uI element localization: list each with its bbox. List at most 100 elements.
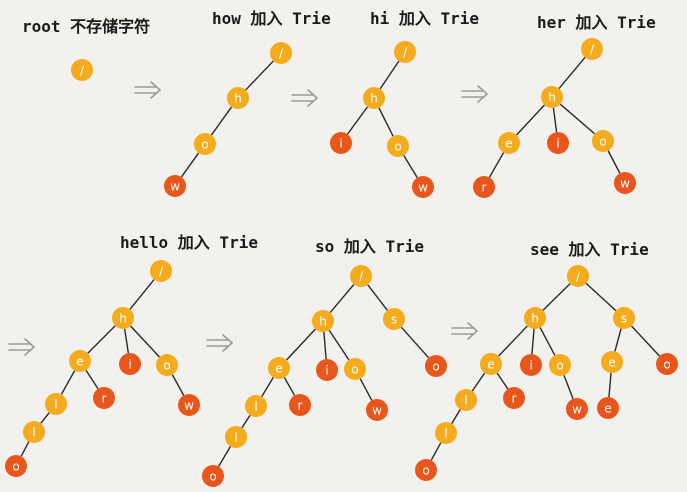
trie-edge — [85, 369, 99, 390]
trie-node-r: r — [473, 176, 495, 198]
node-label: e — [505, 137, 512, 151]
node-label: o — [394, 140, 401, 154]
trie-edge — [607, 150, 621, 174]
node-circle — [112, 307, 134, 329]
node-label: h — [548, 91, 556, 105]
trie-node-l1: l — [455, 389, 477, 411]
trie-node-root: / — [567, 265, 589, 287]
trie-edge — [516, 104, 545, 136]
trie-edge — [539, 327, 556, 356]
trie-edge — [563, 375, 574, 399]
node-label: o — [201, 138, 208, 152]
trie-edge — [180, 152, 200, 178]
node-label: o — [12, 460, 19, 474]
trie-node-s: s — [613, 307, 635, 329]
node-circle — [156, 354, 178, 376]
node-circle — [227, 87, 249, 109]
arrows — [8, 81, 489, 356]
node-circle — [601, 351, 623, 373]
trie-edge — [241, 414, 251, 429]
trie-edge — [130, 325, 160, 358]
trie-edge — [558, 57, 586, 89]
trie-node-o: o — [156, 354, 178, 376]
node-label: / — [576, 270, 581, 284]
node-label: i — [556, 137, 559, 151]
node-label: h — [119, 312, 127, 326]
node-label: h — [370, 92, 378, 106]
node-circle — [503, 387, 525, 409]
caption-hi: hi 加入 Trie — [370, 9, 479, 28]
node-circle — [480, 353, 502, 375]
node-label: r — [482, 181, 487, 195]
trie-edge — [631, 325, 660, 357]
trie-node-e2: e — [601, 351, 623, 373]
caption-root: root 不存储字符 — [22, 17, 150, 36]
node-label: r — [102, 392, 107, 406]
trie-edge — [87, 325, 116, 354]
trie-node-r: r — [289, 394, 311, 416]
trie-node-l2: l — [23, 421, 45, 443]
trie-edge — [378, 107, 394, 137]
node-circle — [455, 389, 477, 411]
step-arrow-icon — [134, 81, 162, 99]
node-circle — [541, 86, 563, 108]
node-circle — [225, 426, 247, 448]
trie-node-s: s — [383, 308, 405, 330]
trie-node-w: w — [164, 175, 186, 197]
captions: root 不存储字符 how 加入 Trie hi 加入 Trie her 加入… — [22, 9, 656, 259]
node-label: e — [487, 358, 494, 372]
trie-node-h: h — [524, 307, 546, 329]
caption-her: her 加入 Trie — [537, 13, 656, 32]
step-arrow-icon — [461, 85, 489, 103]
node-label: o — [209, 470, 216, 484]
step-arrow-icon — [8, 338, 36, 356]
trie-node-root: / — [150, 260, 172, 282]
node-label: h — [319, 315, 327, 329]
node-circle — [69, 350, 91, 372]
node-circle — [592, 130, 614, 152]
node-label: h — [234, 92, 242, 106]
node-circle — [45, 393, 67, 415]
node-circle — [597, 397, 619, 419]
trie-node-o: o — [344, 358, 366, 380]
node-label: i — [529, 359, 532, 373]
trie-node-root: / — [270, 42, 292, 64]
caption-see: see 加入 Trie — [530, 240, 649, 259]
trie-node-h: h — [363, 87, 385, 109]
node-circle — [150, 260, 172, 282]
trie-edge — [40, 412, 50, 424]
trie-node-w: w — [566, 398, 588, 420]
node-label: o — [556, 359, 563, 373]
caption-hello: hello 加入 Trie — [120, 233, 258, 252]
node-circle — [394, 41, 416, 63]
trie-node-root: / — [71, 59, 93, 81]
trie-node-o: o — [387, 135, 409, 157]
trie-edge — [531, 328, 535, 355]
node-circle — [316, 359, 338, 381]
trie-node-o: o — [194, 133, 216, 155]
node-circle — [366, 399, 388, 421]
node-circle — [344, 358, 366, 380]
node-circle — [350, 265, 372, 287]
trie-node-root: / — [350, 265, 372, 287]
node-circle — [5, 455, 27, 477]
node-label: o — [663, 358, 670, 372]
trie-node-e: e — [268, 357, 290, 379]
node-label: w — [418, 181, 428, 195]
node-circle — [119, 353, 141, 375]
trie-edge — [210, 106, 233, 136]
trie-node-l1: l — [45, 393, 67, 415]
trie-node-l2: l — [435, 422, 457, 444]
trie-node-e: e — [480, 353, 502, 375]
trie-node-root: / — [581, 38, 603, 60]
node-circle — [614, 172, 636, 194]
node-label: o — [163, 359, 170, 373]
node-label: r — [298, 399, 303, 413]
node-label: w — [184, 399, 194, 413]
caption-how: how 加入 Trie — [212, 9, 331, 28]
trie-edge — [286, 328, 316, 361]
trie-edge — [552, 107, 558, 133]
node-circle — [289, 394, 311, 416]
trie-node-o3: o — [425, 355, 447, 377]
node-circle — [498, 132, 520, 154]
